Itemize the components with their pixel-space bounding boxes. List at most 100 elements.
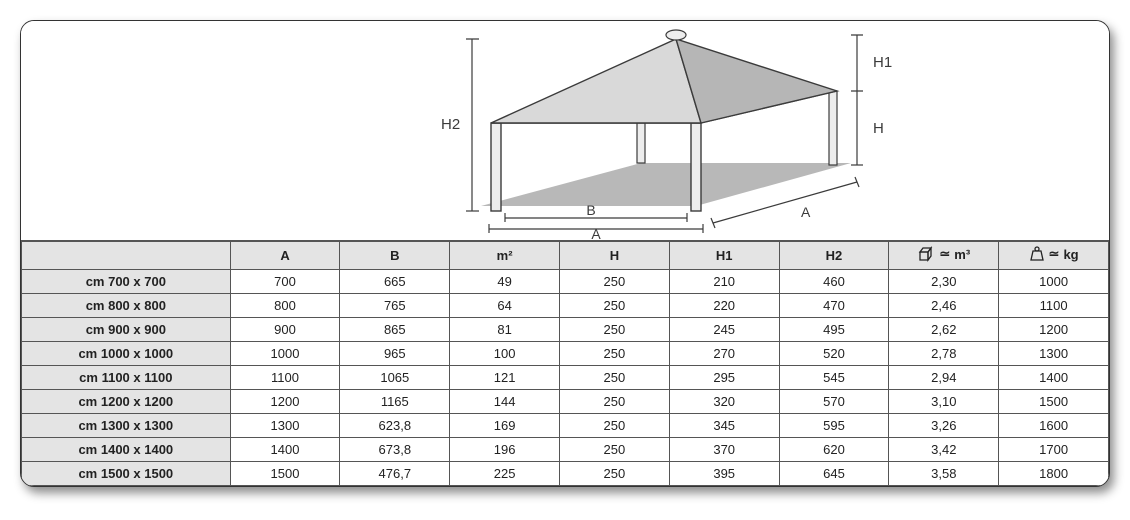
table-row: cm 1000 x 100010009651002502705202,78130… xyxy=(22,342,1109,366)
dim-b xyxy=(505,213,687,222)
cell-h2: 520 xyxy=(779,342,889,366)
cell-a: 700 xyxy=(230,270,340,294)
cell-kg: 1100 xyxy=(999,294,1109,318)
cell-kg: 1000 xyxy=(999,270,1109,294)
cell-b: 865 xyxy=(340,318,450,342)
cell-vol: 2,46 xyxy=(889,294,999,318)
cell-h: 250 xyxy=(560,318,670,342)
th-h2: H2 xyxy=(779,242,889,270)
roof-front xyxy=(491,39,701,123)
cell-b: 476,7 xyxy=(340,462,450,486)
cell-a: 1500 xyxy=(230,462,340,486)
cell-b: 665 xyxy=(340,270,450,294)
cell-m2: 144 xyxy=(450,390,560,414)
leg-front-left xyxy=(491,123,501,211)
box-icon xyxy=(917,246,935,262)
row-label: cm 700 x 700 xyxy=(22,270,231,294)
label-h2: H2 xyxy=(441,116,460,133)
cell-h2: 470 xyxy=(779,294,889,318)
cell-vol: 2,78 xyxy=(889,342,999,366)
cell-h2: 595 xyxy=(779,414,889,438)
cell-m2: 49 xyxy=(450,270,560,294)
cell-kg: 1400 xyxy=(999,366,1109,390)
table-row: cm 1300 x 13001300623,81692503455953,261… xyxy=(22,414,1109,438)
cell-b: 765 xyxy=(340,294,450,318)
roof-cap xyxy=(666,30,686,40)
approx-icon: ≃ xyxy=(939,246,950,262)
label-h: H xyxy=(873,120,884,137)
cell-kg: 1200 xyxy=(999,318,1109,342)
cell-h1: 210 xyxy=(669,270,779,294)
cell-kg: 1500 xyxy=(999,390,1109,414)
table-row: cm 800 x 800800765642502204702,461100 xyxy=(22,294,1109,318)
cell-vol: 3,42 xyxy=(889,438,999,462)
cell-b: 623,8 xyxy=(340,414,450,438)
cell-kg: 1600 xyxy=(999,414,1109,438)
cell-h: 250 xyxy=(560,270,670,294)
tent-diagram: H2 H1 H B A xyxy=(21,21,1109,241)
dim-h2 xyxy=(466,39,479,211)
table-body: cm 700 x 700700665492502104602,301000cm … xyxy=(22,270,1109,486)
cell-kg: 1700 xyxy=(999,438,1109,462)
spec-table: A B m² H H1 H2 ≃ m³ xyxy=(21,241,1109,486)
th-vol: ≃ m³ xyxy=(889,242,999,270)
cell-a: 1200 xyxy=(230,390,340,414)
vol-unit: m³ xyxy=(954,247,970,262)
th-m2: m² xyxy=(450,242,560,270)
dim-h1-h xyxy=(851,35,863,165)
cell-h2: 620 xyxy=(779,438,889,462)
cell-b: 673,8 xyxy=(340,438,450,462)
label-h1: H1 xyxy=(873,54,892,71)
label-a-side: A xyxy=(801,204,811,220)
cell-h1: 395 xyxy=(669,462,779,486)
cell-h: 250 xyxy=(560,390,670,414)
cell-h1: 370 xyxy=(669,438,779,462)
table-row: cm 900 x 900900865812502454952,621200 xyxy=(22,318,1109,342)
cell-m2: 64 xyxy=(450,294,560,318)
cell-kg: 1800 xyxy=(999,462,1109,486)
cell-h2: 495 xyxy=(779,318,889,342)
cell-h: 250 xyxy=(560,294,670,318)
cell-h2: 645 xyxy=(779,462,889,486)
cell-a: 1000 xyxy=(230,342,340,366)
table-row: cm 1200 x 1200120011651442503205703,1015… xyxy=(22,390,1109,414)
roof-right xyxy=(676,39,837,123)
cell-vol: 2,30 xyxy=(889,270,999,294)
cell-b: 1065 xyxy=(340,366,450,390)
cell-h: 250 xyxy=(560,462,670,486)
cell-h1: 270 xyxy=(669,342,779,366)
cell-h1: 295 xyxy=(669,366,779,390)
weight-icon xyxy=(1029,246,1045,262)
row-label: cm 1500 x 1500 xyxy=(22,462,231,486)
cell-h1: 345 xyxy=(669,414,779,438)
cell-m2: 196 xyxy=(450,438,560,462)
row-label: cm 1300 x 1300 xyxy=(22,414,231,438)
cell-h: 250 xyxy=(560,342,670,366)
cell-h: 250 xyxy=(560,414,670,438)
cell-h1: 320 xyxy=(669,390,779,414)
cell-a: 1400 xyxy=(230,438,340,462)
table-row: cm 1400 x 14001400673,81962503706203,421… xyxy=(22,438,1109,462)
leg-rear-right xyxy=(829,91,837,165)
cell-m2: 100 xyxy=(450,342,560,366)
spec-card: H2 H1 H B A xyxy=(20,20,1110,487)
cell-h2: 545 xyxy=(779,366,889,390)
cell-m2: 121 xyxy=(450,366,560,390)
approx-icon: ≃ xyxy=(1049,246,1060,262)
th-empty xyxy=(22,242,231,270)
th-a: A xyxy=(230,242,340,270)
cell-a: 1100 xyxy=(230,366,340,390)
cell-m2: 225 xyxy=(450,462,560,486)
cell-h1: 220 xyxy=(669,294,779,318)
cell-m2: 81 xyxy=(450,318,560,342)
table-row: cm 1500 x 15001500476,72252503956453,581… xyxy=(22,462,1109,486)
cell-a: 1300 xyxy=(230,414,340,438)
table-header-row: A B m² H H1 H2 ≃ m³ xyxy=(22,242,1109,270)
cell-vol: 3,58 xyxy=(889,462,999,486)
label-b: B xyxy=(586,202,595,218)
cell-h2: 570 xyxy=(779,390,889,414)
leg-front-right xyxy=(691,123,701,211)
row-label: cm 1000 x 1000 xyxy=(22,342,231,366)
table-row: cm 700 x 700700665492502104602,301000 xyxy=(22,270,1109,294)
row-label: cm 1200 x 1200 xyxy=(22,390,231,414)
